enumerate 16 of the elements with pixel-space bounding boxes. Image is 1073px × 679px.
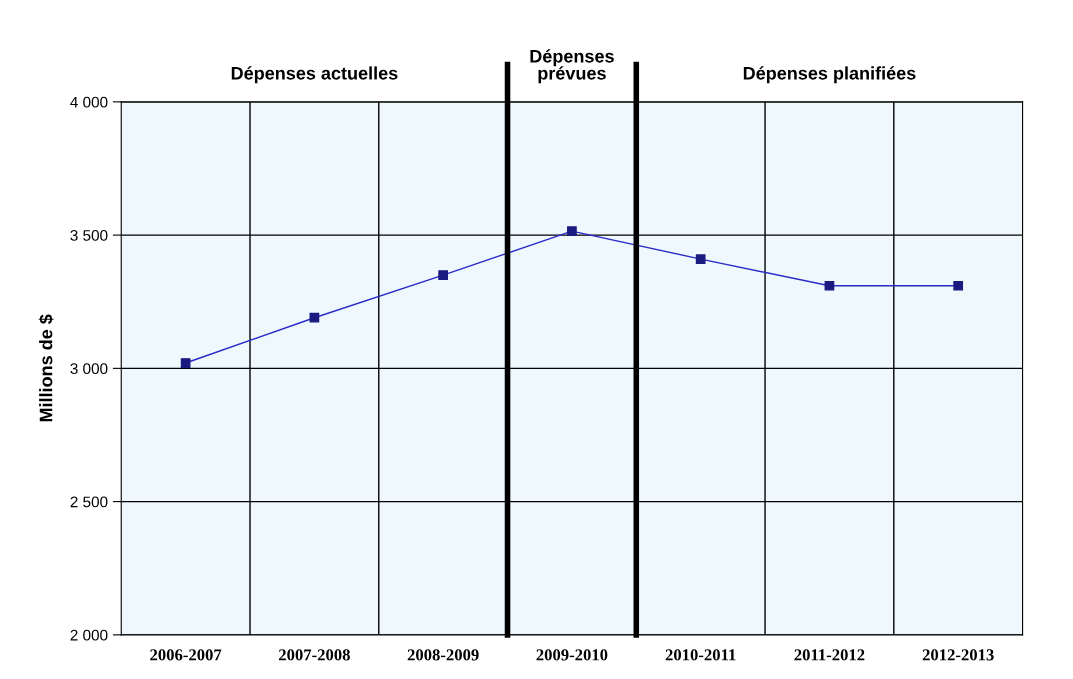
y-tick-label: 4 000 [70,96,108,108]
y-tick-label: 3 000 [70,363,108,375]
y-tick-label: 2 000 [70,629,108,641]
x-tick-label: 2006-2007 [150,649,222,661]
x-tick-label: 2008-2009 [407,649,479,661]
text: Dépenses planifiées [743,66,916,84]
x-tick-label: 2007-2008 [278,649,350,661]
x-tick-label: 2011-2012 [794,649,865,661]
text: Dépenses actuelles [231,66,398,84]
y-axis-title: Millions de $ [38,314,54,422]
x-tick-label: 2009-2010 [536,649,608,661]
x-tick-label: 2012-2013 [922,649,994,661]
x-tick-label: 2010-2011 [665,649,736,661]
y-tick-label: 3 500 [70,229,108,241]
y-tick-label: 2 500 [70,496,108,508]
text: Dépenses prévues [530,49,614,84]
